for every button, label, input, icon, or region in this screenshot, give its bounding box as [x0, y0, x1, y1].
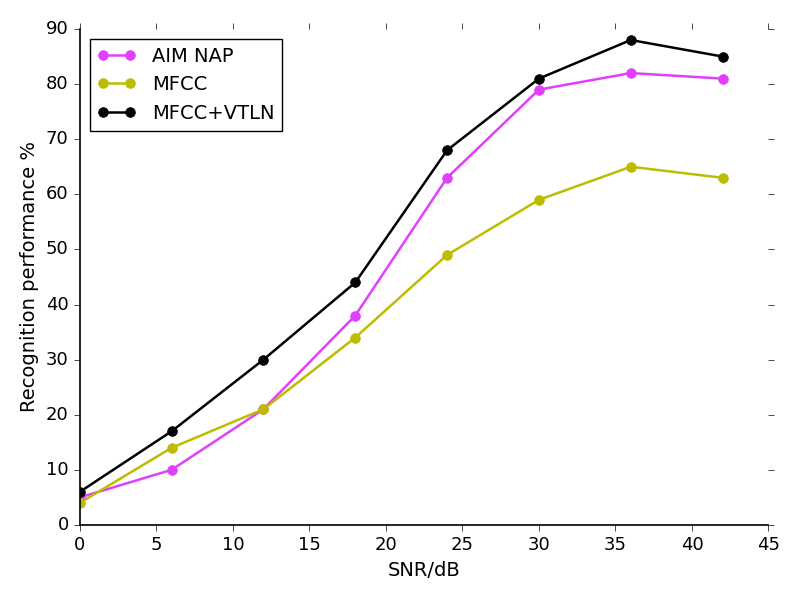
MFCC+VTLN [626, 37, 635, 44]
MFCC+VTLN [718, 53, 727, 60]
AIM NAP [167, 466, 177, 473]
MFCC [258, 406, 268, 413]
MFCC [167, 444, 177, 451]
MFCC+VTLN [75, 488, 85, 496]
MFCC+VTLN [534, 75, 544, 82]
Y-axis label: Recognition performance %: Recognition performance % [20, 142, 39, 412]
MFCC+VTLN [350, 279, 360, 286]
MFCC [442, 251, 452, 259]
AIM NAP [626, 70, 635, 77]
X-axis label: SNR/dB: SNR/dB [388, 561, 461, 580]
Legend: AIM NAP, MFCC, MFCC+VTLN: AIM NAP, MFCC, MFCC+VTLN [90, 39, 282, 131]
AIM NAP [534, 86, 544, 93]
AIM NAP [442, 174, 452, 181]
MFCC+VTLN [167, 428, 177, 435]
MFCC [75, 499, 85, 506]
Line: MFCC+VTLN: MFCC+VTLN [75, 35, 727, 497]
AIM NAP [718, 75, 727, 82]
AIM NAP [75, 494, 85, 501]
MFCC [626, 163, 635, 170]
Line: MFCC: MFCC [75, 162, 727, 508]
MFCC+VTLN [442, 146, 452, 154]
MFCC [718, 174, 727, 181]
MFCC+VTLN [258, 356, 268, 363]
MFCC [534, 196, 544, 203]
AIM NAP [350, 312, 360, 319]
AIM NAP [258, 406, 268, 413]
MFCC [350, 334, 360, 341]
Line: AIM NAP: AIM NAP [75, 68, 727, 502]
